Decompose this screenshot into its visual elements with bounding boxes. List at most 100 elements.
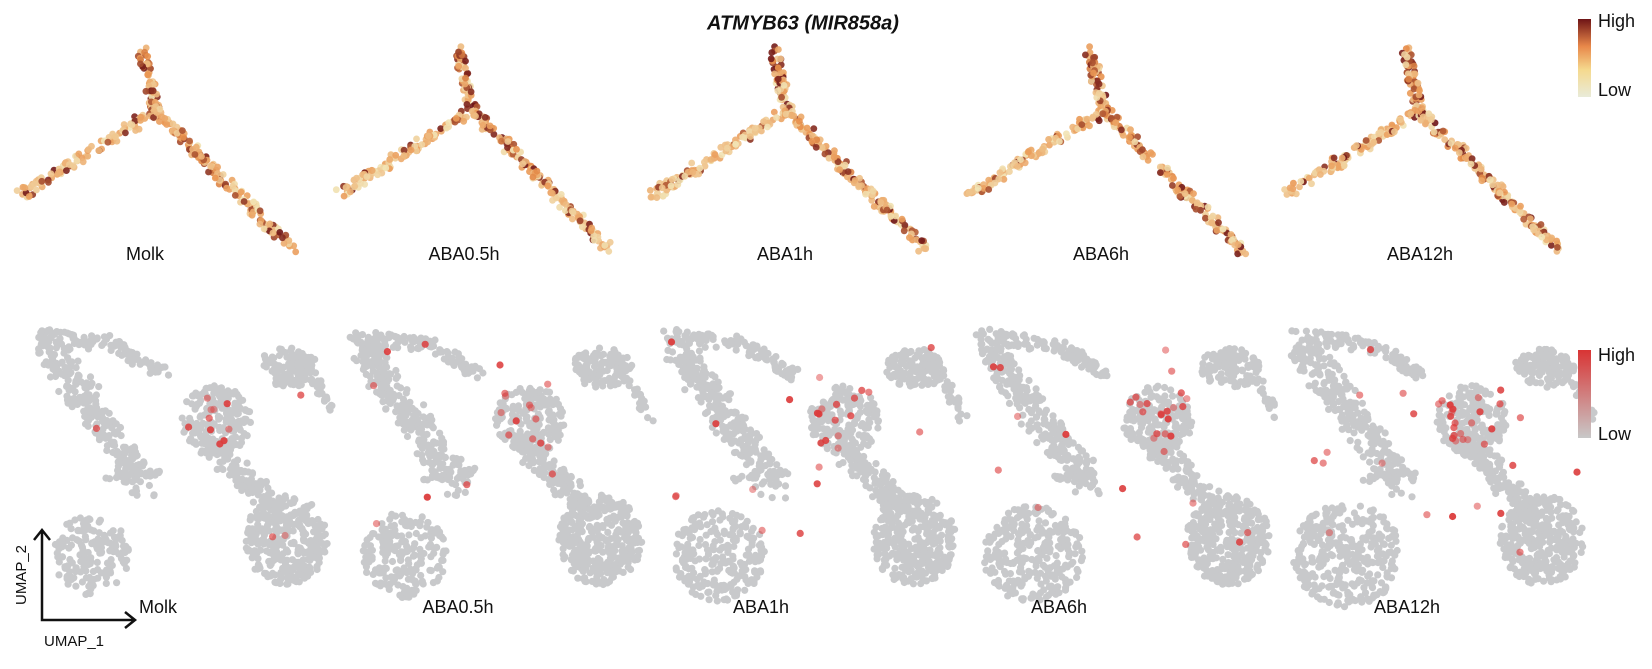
cell-dot xyxy=(1017,156,1024,164)
cell-dot xyxy=(446,466,454,474)
cell-dot xyxy=(35,345,43,353)
cell-dot xyxy=(498,137,505,145)
cell-dot xyxy=(71,388,79,396)
cell-dot xyxy=(1131,138,1139,146)
cell-dot xyxy=(606,568,614,576)
cell-dot xyxy=(1086,122,1093,130)
cell-dot xyxy=(382,164,390,172)
cell-dot xyxy=(647,193,655,201)
cell-dot xyxy=(516,444,525,452)
cell-dot xyxy=(385,330,393,338)
cell-dot xyxy=(313,530,322,539)
cell-dot xyxy=(266,220,274,228)
cell-dot xyxy=(674,181,682,189)
cell-dot xyxy=(178,414,186,422)
cell-dot xyxy=(107,346,115,354)
cell-dot xyxy=(634,547,642,555)
cell-dot xyxy=(696,354,704,362)
expressing-cell xyxy=(372,520,381,528)
expressing-cell xyxy=(269,533,277,541)
cell-dot xyxy=(205,168,212,176)
cell-dot xyxy=(1095,89,1103,97)
cell-dot xyxy=(579,370,587,378)
cell-dot xyxy=(1537,221,1545,228)
cell-dot xyxy=(529,173,537,181)
cell-dot xyxy=(25,193,33,200)
cell-dot xyxy=(747,344,755,353)
cell-dot xyxy=(560,481,568,489)
cell-dot xyxy=(112,474,121,482)
cell-dot xyxy=(73,157,81,165)
cell-dot xyxy=(544,424,553,432)
cell-dot xyxy=(402,402,410,410)
cell-dot xyxy=(359,547,367,555)
expressing-cell xyxy=(383,348,391,356)
cell-dot xyxy=(64,580,72,588)
cell-dot xyxy=(569,209,577,216)
umap-panel xyxy=(660,326,971,605)
cell-dot xyxy=(247,515,255,523)
cell-dot xyxy=(368,167,376,175)
trajectory-row: Molk ABA0.5h ABA1h ABA6h ABA12h xyxy=(13,43,1562,264)
cell-dot xyxy=(915,247,922,255)
cell-dot xyxy=(603,366,611,375)
cell-dot xyxy=(1163,171,1171,178)
cell-dot xyxy=(69,534,77,542)
cell-dot xyxy=(774,75,782,83)
cell-dot xyxy=(774,87,782,95)
cell-dot xyxy=(237,466,245,475)
cell-dot xyxy=(415,425,423,433)
cell-dot xyxy=(526,449,534,457)
cell-dot xyxy=(420,476,428,484)
cell-dot xyxy=(1451,144,1459,152)
cell-dot xyxy=(547,477,556,485)
cell-dot xyxy=(693,383,701,391)
cell-dot xyxy=(393,382,401,390)
cell-dot xyxy=(580,354,588,363)
cell-dot xyxy=(697,398,705,406)
expressing-cell xyxy=(185,423,193,431)
cell-dot xyxy=(70,335,78,343)
cell-dot xyxy=(420,401,428,409)
cell-dot xyxy=(156,105,164,113)
cell-dot xyxy=(660,327,668,335)
cell-dot xyxy=(746,445,754,453)
cell-dot xyxy=(347,188,354,196)
cell-dot xyxy=(1330,154,1338,162)
cell-dot xyxy=(544,463,552,471)
cell-dot xyxy=(425,132,432,140)
cell-dot xyxy=(119,542,128,550)
cell-dot xyxy=(357,180,364,187)
cell-dot xyxy=(1095,117,1103,125)
cell-dot xyxy=(316,549,324,557)
cell-dot xyxy=(1213,227,1221,234)
cell-dot xyxy=(86,560,94,568)
cell-dot xyxy=(974,184,982,192)
cell-dot xyxy=(55,571,63,579)
cell-dot xyxy=(592,545,600,553)
cell-dot xyxy=(592,524,600,532)
cell-dot xyxy=(855,182,863,190)
cell-dot xyxy=(1496,189,1504,197)
cell-dot xyxy=(898,215,906,223)
cell-dot xyxy=(883,206,891,214)
cell-dot xyxy=(1494,181,1502,189)
cell-dot xyxy=(886,363,894,371)
expressing-cell xyxy=(421,340,429,348)
cell-dot xyxy=(453,474,461,483)
cell-dot xyxy=(364,336,372,344)
expressing-cell xyxy=(223,400,231,408)
cell-dot xyxy=(752,448,760,456)
cell-dot xyxy=(276,380,284,388)
cell-dot xyxy=(687,379,695,387)
cell-dot xyxy=(112,542,120,550)
cell-dot xyxy=(122,564,130,573)
cell-dot xyxy=(393,333,401,341)
cell-dot xyxy=(69,400,78,409)
cell-dot xyxy=(768,49,776,56)
cell-dot xyxy=(319,540,327,548)
cell-dot xyxy=(591,359,600,367)
cell-dot xyxy=(780,82,788,89)
